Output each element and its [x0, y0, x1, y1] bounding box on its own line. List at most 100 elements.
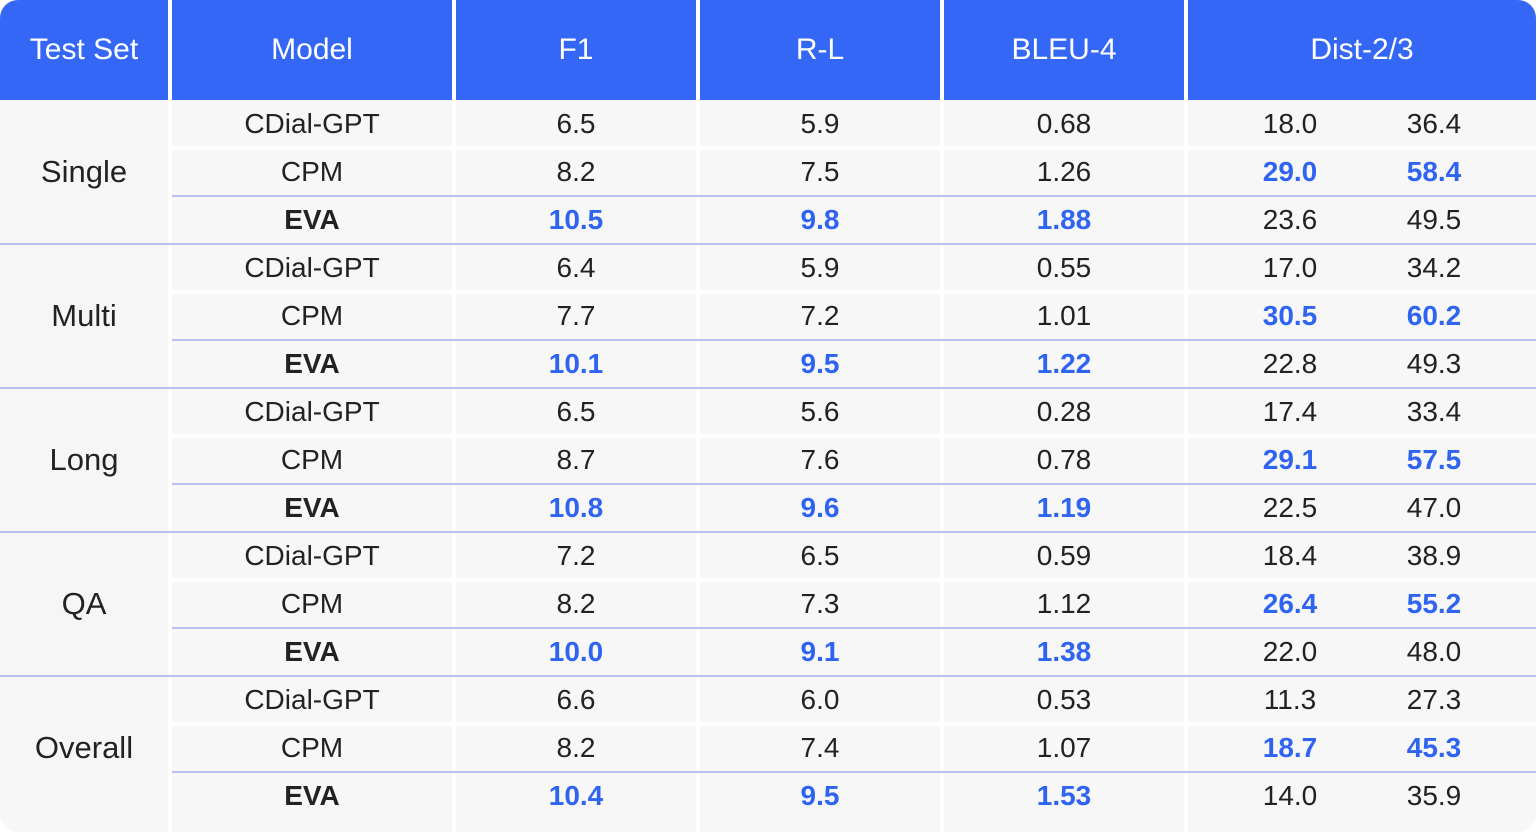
- group-divider: [0, 675, 1536, 677]
- rl-value: 9.5: [800, 780, 840, 811]
- model-name: EVA: [284, 636, 340, 667]
- rl-value: 7.6: [800, 444, 840, 475]
- dist3-value: 49.3: [1406, 348, 1462, 379]
- model-name: EVA: [284, 492, 340, 523]
- model-name: CDial-GPT: [244, 252, 380, 283]
- f1-value: 7.2: [556, 540, 596, 571]
- bleu4-value: 0.55: [1036, 252, 1092, 283]
- header-test-set: Test Set: [0, 0, 168, 100]
- dist3-value: 33.4: [1406, 396, 1462, 427]
- rl-value: 6.5: [800, 540, 840, 571]
- header-divider: [940, 0, 944, 100]
- rl-value: 9.8: [800, 204, 840, 235]
- dist3-value: 35.9: [1406, 780, 1462, 811]
- f1-value: 6.5: [556, 108, 596, 139]
- model-name: CDial-GPT: [244, 108, 380, 139]
- group-divider: [0, 531, 1536, 533]
- dist2-value: 30.5: [1262, 300, 1318, 331]
- f1-value: 8.2: [556, 732, 596, 763]
- f1-value: 8.2: [556, 156, 596, 187]
- dist2-value: 29.0: [1262, 156, 1318, 187]
- model-name: EVA: [284, 204, 340, 235]
- row-divider: [172, 578, 1536, 582]
- f1-value: 10.5: [548, 204, 604, 235]
- header-rl: R-L: [700, 0, 940, 100]
- dist2-value: 23.6: [1262, 204, 1318, 235]
- dist3-value: 27.3: [1406, 684, 1462, 715]
- header-f1: F1: [456, 0, 696, 100]
- rl-value: 5.6: [800, 396, 840, 427]
- rl-value: 6.0: [800, 684, 840, 715]
- bleu4-value: 1.38: [1036, 636, 1092, 667]
- model-name: CPM: [280, 300, 344, 331]
- dist2-value: 22.0: [1262, 636, 1318, 667]
- column-divider: [168, 100, 172, 832]
- dist3-value: 36.4: [1406, 108, 1462, 139]
- model-name: CPM: [280, 588, 344, 619]
- dist2-value: 18.4: [1262, 540, 1318, 571]
- dist2-value: 18.7: [1262, 732, 1318, 763]
- dist2-value: 14.0: [1262, 780, 1318, 811]
- header-divider: [452, 0, 456, 100]
- header-model: Model: [172, 0, 452, 100]
- row-divider: [172, 722, 1536, 726]
- dist3-value: 57.5: [1406, 444, 1462, 475]
- test-set-label: Long: [0, 388, 168, 532]
- header-bleu4: BLEU-4: [944, 0, 1184, 100]
- rl-value: 5.9: [800, 252, 840, 283]
- test-set-label: Overall: [0, 676, 168, 820]
- bleu4-value: 0.53: [1036, 684, 1092, 715]
- row-divider: [172, 339, 1536, 341]
- bleu4-value: 1.19: [1036, 492, 1092, 523]
- f1-value: 6.5: [556, 396, 596, 427]
- f1-value: 8.2: [556, 588, 596, 619]
- group-divider: [0, 243, 1536, 245]
- model-name: CPM: [280, 156, 344, 187]
- bleu4-value: 1.07: [1036, 732, 1092, 763]
- bleu4-value: 0.78: [1036, 444, 1092, 475]
- dist3-value: 47.0: [1406, 492, 1462, 523]
- dist3-value: 55.2: [1406, 588, 1462, 619]
- dist2-value: 17.0: [1262, 252, 1318, 283]
- dist2-value: 22.5: [1262, 492, 1318, 523]
- dist2-value: 17.4: [1262, 396, 1318, 427]
- dist2-value: 11.3: [1263, 684, 1317, 715]
- dist3-value: 38.9: [1406, 540, 1462, 571]
- model-name: EVA: [284, 348, 340, 379]
- bleu4-value: 1.26: [1036, 156, 1092, 187]
- bleu4-value: 1.22: [1036, 348, 1092, 379]
- rl-value: 9.5: [800, 348, 840, 379]
- dist3-value: 60.2: [1406, 300, 1462, 331]
- model-name: CDial-GPT: [244, 684, 380, 715]
- model-name: CDial-GPT: [244, 540, 380, 571]
- rl-value: 9.6: [800, 492, 840, 523]
- model-name: EVA: [284, 780, 340, 811]
- dist3-value: 48.0: [1406, 636, 1462, 667]
- dist3-value: 45.3: [1406, 732, 1462, 763]
- dist2-value: 22.8: [1262, 348, 1318, 379]
- bleu4-value: 1.88: [1036, 204, 1092, 235]
- row-divider: [172, 483, 1536, 485]
- row-divider: [172, 146, 1536, 150]
- f1-value: 6.6: [556, 684, 596, 715]
- test-set-label: Multi: [0, 244, 168, 388]
- f1-value: 8.7: [556, 444, 596, 475]
- rl-value: 7.5: [800, 156, 840, 187]
- rl-value: 9.1: [800, 636, 840, 667]
- bleu4-value: 1.53: [1036, 780, 1092, 811]
- column-divider: [696, 100, 700, 832]
- model-name: CDial-GPT: [244, 396, 380, 427]
- f1-value: 10.8: [548, 492, 604, 523]
- header-divider: [1184, 0, 1188, 100]
- model-name: CPM: [280, 444, 344, 475]
- rl-value: 7.3: [800, 588, 840, 619]
- f1-value: 7.7: [556, 300, 596, 331]
- dist2-value: 29.1: [1262, 444, 1318, 475]
- bleu4-value: 1.12: [1036, 588, 1092, 619]
- f1-value: 10.1: [548, 348, 604, 379]
- dist2-value: 26.4: [1262, 588, 1318, 619]
- row-divider: [172, 771, 1536, 773]
- column-divider: [1184, 100, 1188, 832]
- row-divider: [172, 434, 1536, 438]
